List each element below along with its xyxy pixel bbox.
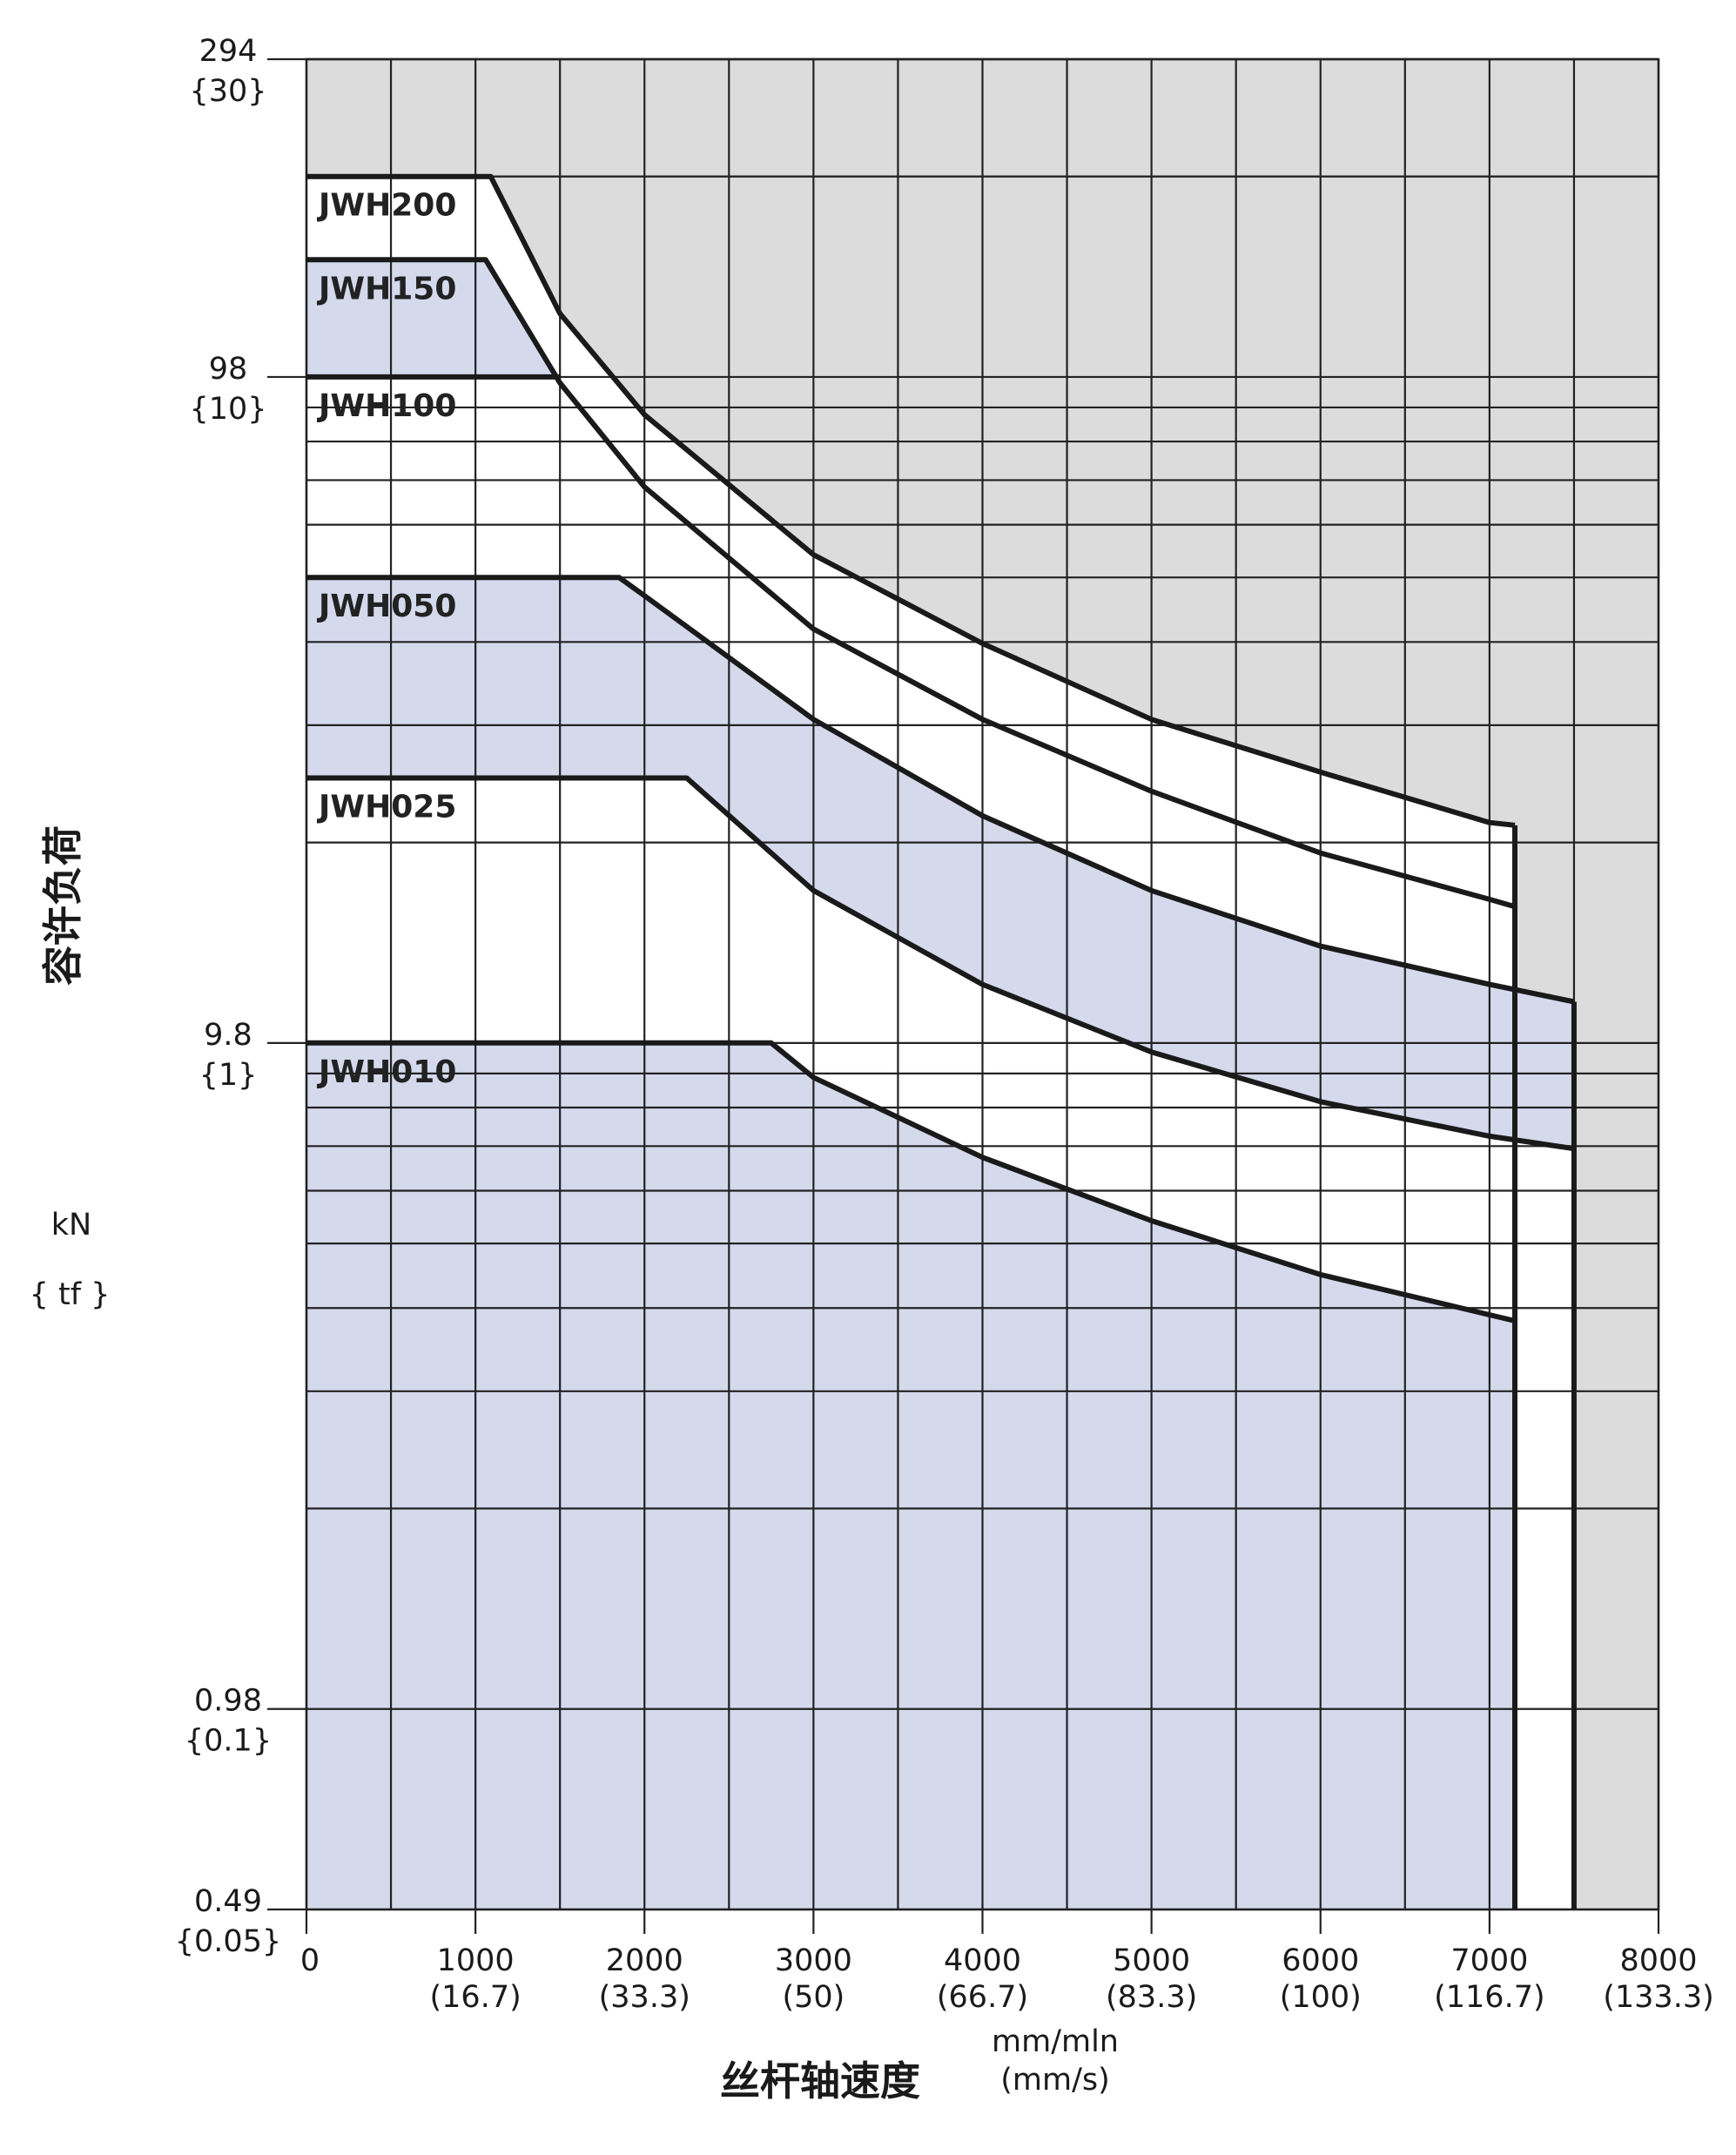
label-layer: JWH200 JWH150 JWH100 JWH050 JWH025 JWH010 <box>316 188 456 1090</box>
x-tick-label: 0 <box>300 1943 320 1978</box>
series-label-jwh100: JWH100 <box>316 388 456 424</box>
x-unit-mm-s: (mm/s) <box>1000 2063 1110 2098</box>
y-tick-sublabel: {10} <box>189 392 266 427</box>
x-tick-label: 7000 <box>1450 1943 1528 1978</box>
curve-layer <box>306 173 1577 1909</box>
y-tick-label: 9.8 <box>204 1018 252 1053</box>
x-tick-sublabel: (116.7) <box>1434 1980 1545 2015</box>
y-tick-sublabel: {30} <box>189 74 266 109</box>
band-jwh010 <box>306 1042 1515 1909</box>
series-label-jwh050: JWH050 <box>316 589 456 624</box>
series-label-jwh025: JWH025 <box>316 789 456 825</box>
y-tick-label: 0.98 <box>194 1684 262 1719</box>
y-axis-title: 容许负荷 <box>39 825 86 986</box>
x-axis-title: 丝杆轴速度 <box>720 2057 920 2104</box>
y-tick-sublabel: {1} <box>199 1058 258 1093</box>
x-tick-label: 1000 <box>437 1943 515 1978</box>
curve-jwh150 <box>306 257 1516 910</box>
curve-jwh010 <box>306 1040 1516 1323</box>
tick-layer: 294 {30} 98 {10} 9.8 {1} 0.98 {0.1} 0.49 {0.05} 0 1… <box>175 34 1714 2015</box>
x-tick-sublabel: (50) <box>782 1980 844 2015</box>
x-tick-sublabel: (133.3) <box>1603 1980 1714 2015</box>
curve-jwh025 <box>306 775 1575 1152</box>
y-tick-sublabel: {0.05} <box>175 1924 281 1959</box>
y-tick-sublabel: {0.1} <box>185 1724 272 1759</box>
x-tick-label: 5000 <box>1113 1943 1190 1978</box>
y-tick-label: 294 <box>199 34 258 69</box>
x-tick-sublabel: (100) <box>1280 1980 1362 2015</box>
x-tick-label: 2000 <box>606 1943 683 1978</box>
y-unit-tf: { tf } <box>30 1277 111 1312</box>
x-tick-label: 6000 <box>1282 1943 1359 1978</box>
x-unit-mm-min: mm/mln <box>992 2024 1119 2059</box>
curve-jwh200 <box>306 173 1516 828</box>
series-label-jwh150: JWH150 <box>316 271 456 306</box>
x-tick-label: 4000 <box>944 1943 1021 1978</box>
y-tick-label: 98 <box>209 352 248 387</box>
curve-jwh050 <box>306 575 1575 1005</box>
x-tick-sublabel: (16.7) <box>430 1980 521 2015</box>
x-tick-label: 8000 <box>1619 1943 1697 1978</box>
x-tick-sublabel: (66.7) <box>937 1980 1028 2015</box>
x-tick-sublabel: (33.3) <box>599 1980 690 2015</box>
band-jwh050 <box>306 577 1574 1149</box>
series-label-jwh010: JWH010 <box>316 1054 456 1090</box>
y-unit-kn: kN <box>51 1208 91 1242</box>
y-tick-label: 0.49 <box>194 1884 262 1919</box>
series-label-jwh200: JWH200 <box>316 188 456 224</box>
band-jwh150 <box>306 259 557 377</box>
x-tick-label: 3000 <box>775 1943 852 1978</box>
x-tick-sublabel: (83.3) <box>1106 1980 1197 2015</box>
